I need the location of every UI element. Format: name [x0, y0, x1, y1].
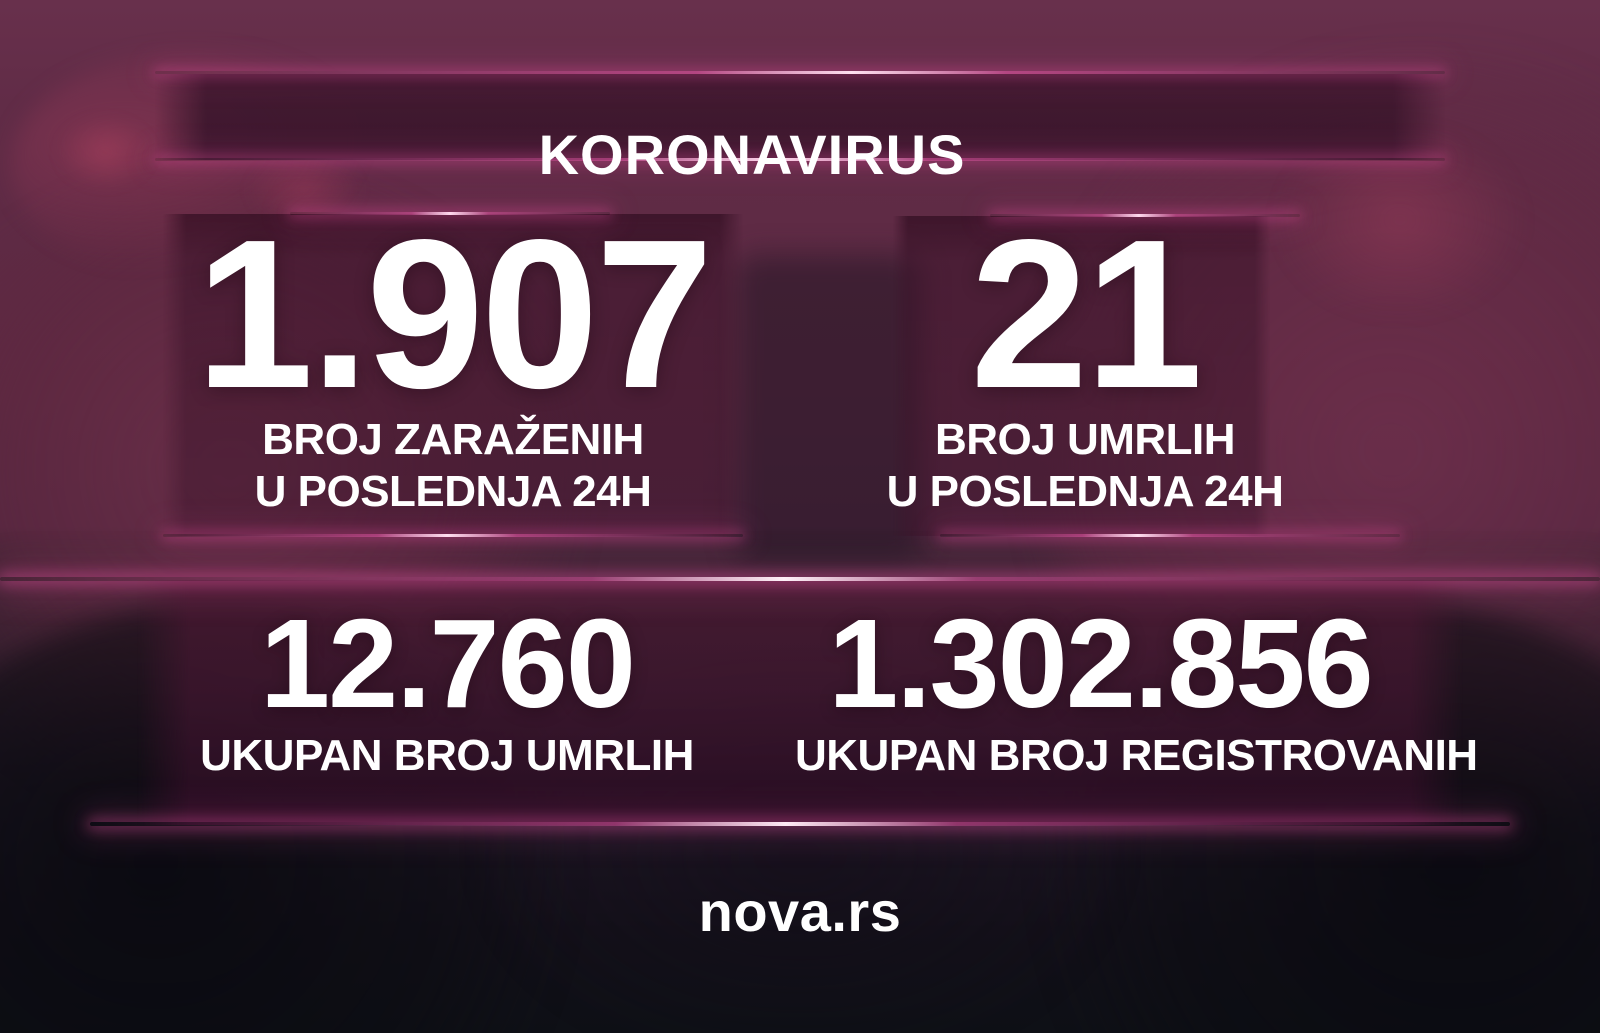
- stat-panel-totals: [137, 580, 1463, 825]
- stat-label-new-infected-line1: BROJ ZARAŽENIH: [262, 415, 644, 464]
- stat-label-total-deaths: UKUPAN BROJ UMRLIH: [200, 731, 694, 780]
- glow-line-title-top: [155, 71, 1445, 74]
- stat-new-infected: 1.907 BROJ ZARAŽENIH U POSLEDNJA 24H: [153, 195, 753, 518]
- stat-total-registered: 1.302.856 UKUPAN BROJ REGISTROVANIH: [795, 593, 1478, 780]
- stat-label-new-deaths-line2: U POSLEDNJA 24H: [886, 467, 1284, 516]
- page-title: KORONAVIRUS: [538, 122, 966, 186]
- glow-line-panel-left-top: [290, 212, 610, 215]
- glow-line-panel-right-bottom: [940, 534, 1400, 537]
- title-band: [155, 74, 1445, 160]
- stat-value-total-registered: 1.302.856: [828, 593, 1373, 734]
- stat-label-total-registered: UKUPAN BROJ REGISTROVANIH: [795, 731, 1478, 780]
- glow-line-bottom: [90, 822, 1510, 826]
- virus-knob-top-left-1: [55, 115, 155, 190]
- glow-line-title-bottom: [155, 158, 1445, 161]
- glow-line-panel-right-top: [990, 214, 1300, 217]
- stat-label-new-infected-line2: U POSLEDNJA 24H: [254, 467, 652, 516]
- stat-value-new-deaths: 21: [970, 195, 1203, 432]
- stat-value-new-infected: 1.907: [195, 195, 714, 432]
- brand-logo: nova.rs: [698, 880, 902, 943]
- glow-line-middle: [0, 577, 1600, 581]
- stat-panel-new-infected: [163, 214, 743, 536]
- glow-line-panel-left-bottom: [163, 534, 743, 537]
- stat-total-deaths: 12.760 UKUPAN BROJ UMRLIH: [147, 593, 747, 780]
- stat-value-total-deaths: 12.760: [259, 593, 636, 734]
- shadow-center-gap: [735, 255, 920, 565]
- stat-label-new-deaths-line1: BROJ UMRLIH: [934, 415, 1236, 464]
- stat-panel-new-deaths: [893, 216, 1270, 536]
- stat-new-deaths: 21 BROJ UMRLIH U POSLEDNJA 24H: [880, 195, 1290, 518]
